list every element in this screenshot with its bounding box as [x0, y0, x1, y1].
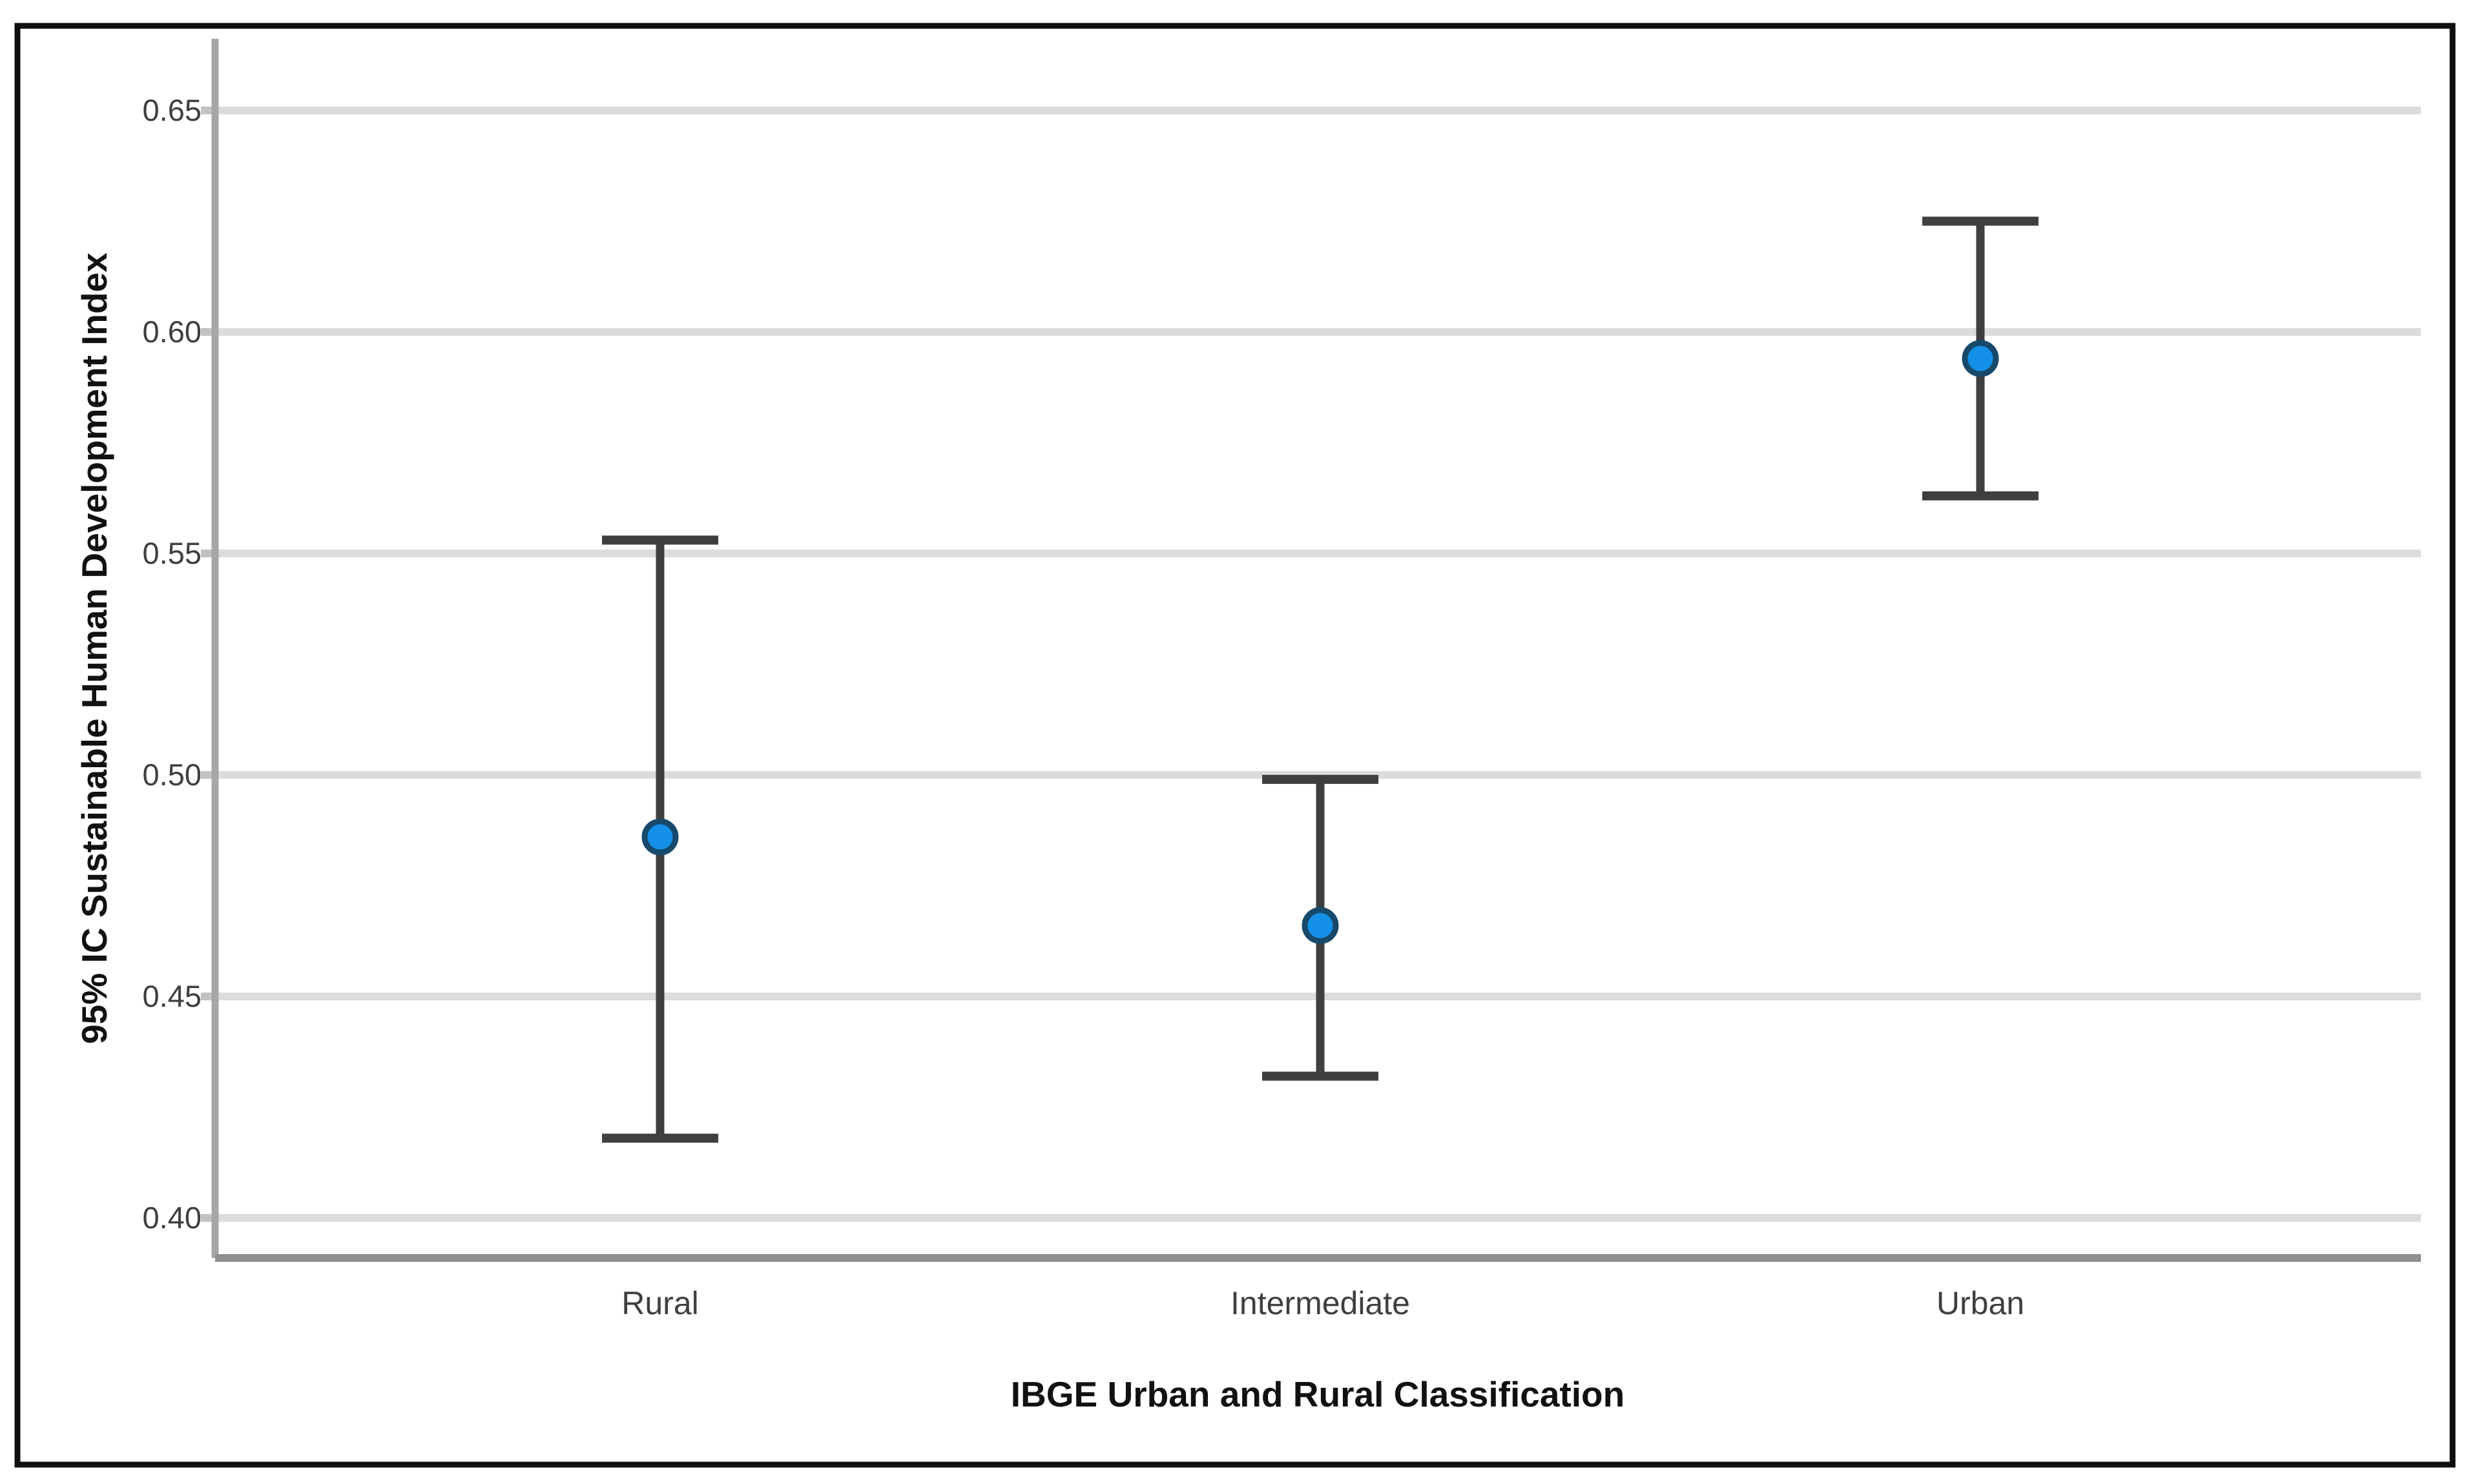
- mean-marker-Intermediate: [1302, 907, 1339, 944]
- y-tick-label-0.65: 0.65: [143, 93, 202, 127]
- y-tick-label-0.45: 0.45: [143, 979, 202, 1013]
- x-category-label-Urban: Urban: [1936, 1285, 2024, 1321]
- x-axis-title: IBGE Urban and Rural Classification: [1011, 1374, 1624, 1414]
- y-tick-label-0.60: 0.60: [143, 314, 202, 349]
- chart-frame: [14, 23, 2456, 1468]
- y-axis-title: 95% IC Sustainable Human Development Ind…: [74, 252, 114, 1044]
- mean-marker-Rural: [641, 818, 679, 856]
- axes-group: [211, 39, 2421, 1262]
- x-category-label-Rural: Rural: [621, 1285, 698, 1321]
- y-tick-label-0.40: 0.40: [143, 1201, 202, 1235]
- mean-markers-group: [641, 340, 1999, 944]
- mean-marker-Urban: [1962, 340, 1999, 377]
- y-tick-labels-group: 0.65 0.60 0.55 0.50 0.45 0.40: [143, 93, 202, 1235]
- x-category-labels-group: Rural Intermediate Urban: [621, 1285, 2024, 1321]
- y-tick-label-0.55: 0.55: [143, 536, 202, 570]
- y-tick-label-0.50: 0.50: [143, 757, 202, 792]
- x-category-label-Intermediate: Intermediate: [1230, 1285, 1410, 1321]
